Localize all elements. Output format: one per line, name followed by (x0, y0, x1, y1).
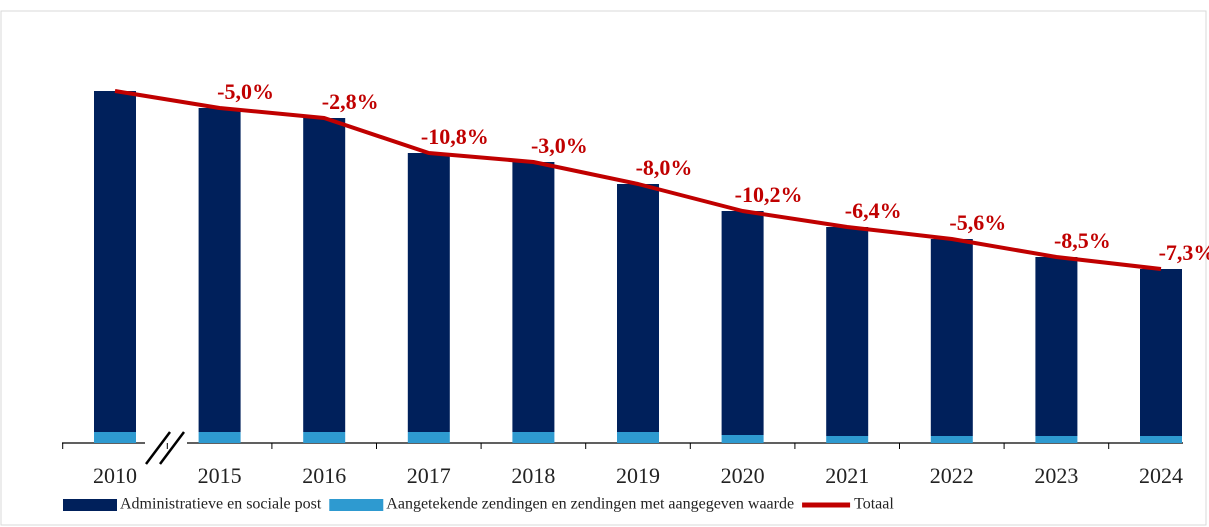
change-label: -5,0% (217, 79, 274, 104)
bar-segment (94, 432, 136, 443)
x-tick-label: 2020 (721, 463, 765, 488)
bar-segment (198, 432, 241, 443)
bar-segment (721, 435, 764, 443)
x-tick-label: 2023 (1034, 463, 1078, 488)
x-tick-label: 2024 (1139, 463, 1183, 488)
bar-segment (1035, 257, 1078, 436)
change-label: -8,5% (1054, 228, 1111, 253)
bar-segment (1140, 436, 1182, 443)
chart-border (0, 10, 1207, 526)
bar-segment (512, 432, 555, 443)
x-tick-label: 2021 (825, 463, 869, 488)
x-tick-label: 2010 (93, 463, 137, 488)
total-line (114, 89, 1162, 271)
bar-segment (1140, 269, 1182, 436)
x-tick-label: 2022 (930, 463, 974, 488)
bar-segment (930, 239, 973, 436)
change-label: -7,3% (1159, 240, 1209, 265)
bar-segment (303, 432, 346, 443)
change-label: -5,6% (949, 210, 1006, 235)
bar-segment (826, 227, 869, 436)
bar-segment (617, 432, 659, 443)
bar-segment (407, 432, 450, 443)
bar-segment (617, 184, 659, 432)
x-tick-label: 2016 (302, 463, 346, 488)
change-label: -6,4% (845, 198, 902, 223)
bar-segment (512, 162, 555, 432)
bar-segment (826, 436, 869, 443)
x-tick-label: 2015 (198, 463, 242, 488)
change-label: -10,2% (735, 182, 803, 207)
legend-swatch (329, 499, 384, 511)
bar-segment (407, 153, 450, 432)
bar-segment (303, 118, 346, 432)
x-tick-label: 2018 (511, 463, 555, 488)
change-label: -2,8% (322, 89, 379, 114)
legend-label: Administratieve en sociale post (120, 496, 322, 513)
axis-break (145, 431, 187, 465)
bar-segment (1035, 436, 1078, 443)
legend-swatch (63, 499, 117, 511)
bar-segment (721, 211, 764, 435)
legend-label: Totaal (854, 496, 894, 513)
bar-segment (94, 91, 136, 432)
bar-segment (930, 436, 973, 443)
change-label: -8,0% (636, 155, 693, 180)
legend-label: Aangetekende zendingen en zendingen met … (386, 496, 794, 513)
change-label: -10,8% (421, 124, 489, 149)
x-tick-label: 2019 (616, 463, 660, 488)
change-label: -3,0% (531, 133, 588, 158)
x-tick-label: 2017 (407, 463, 451, 488)
bar-segment (198, 108, 241, 432)
